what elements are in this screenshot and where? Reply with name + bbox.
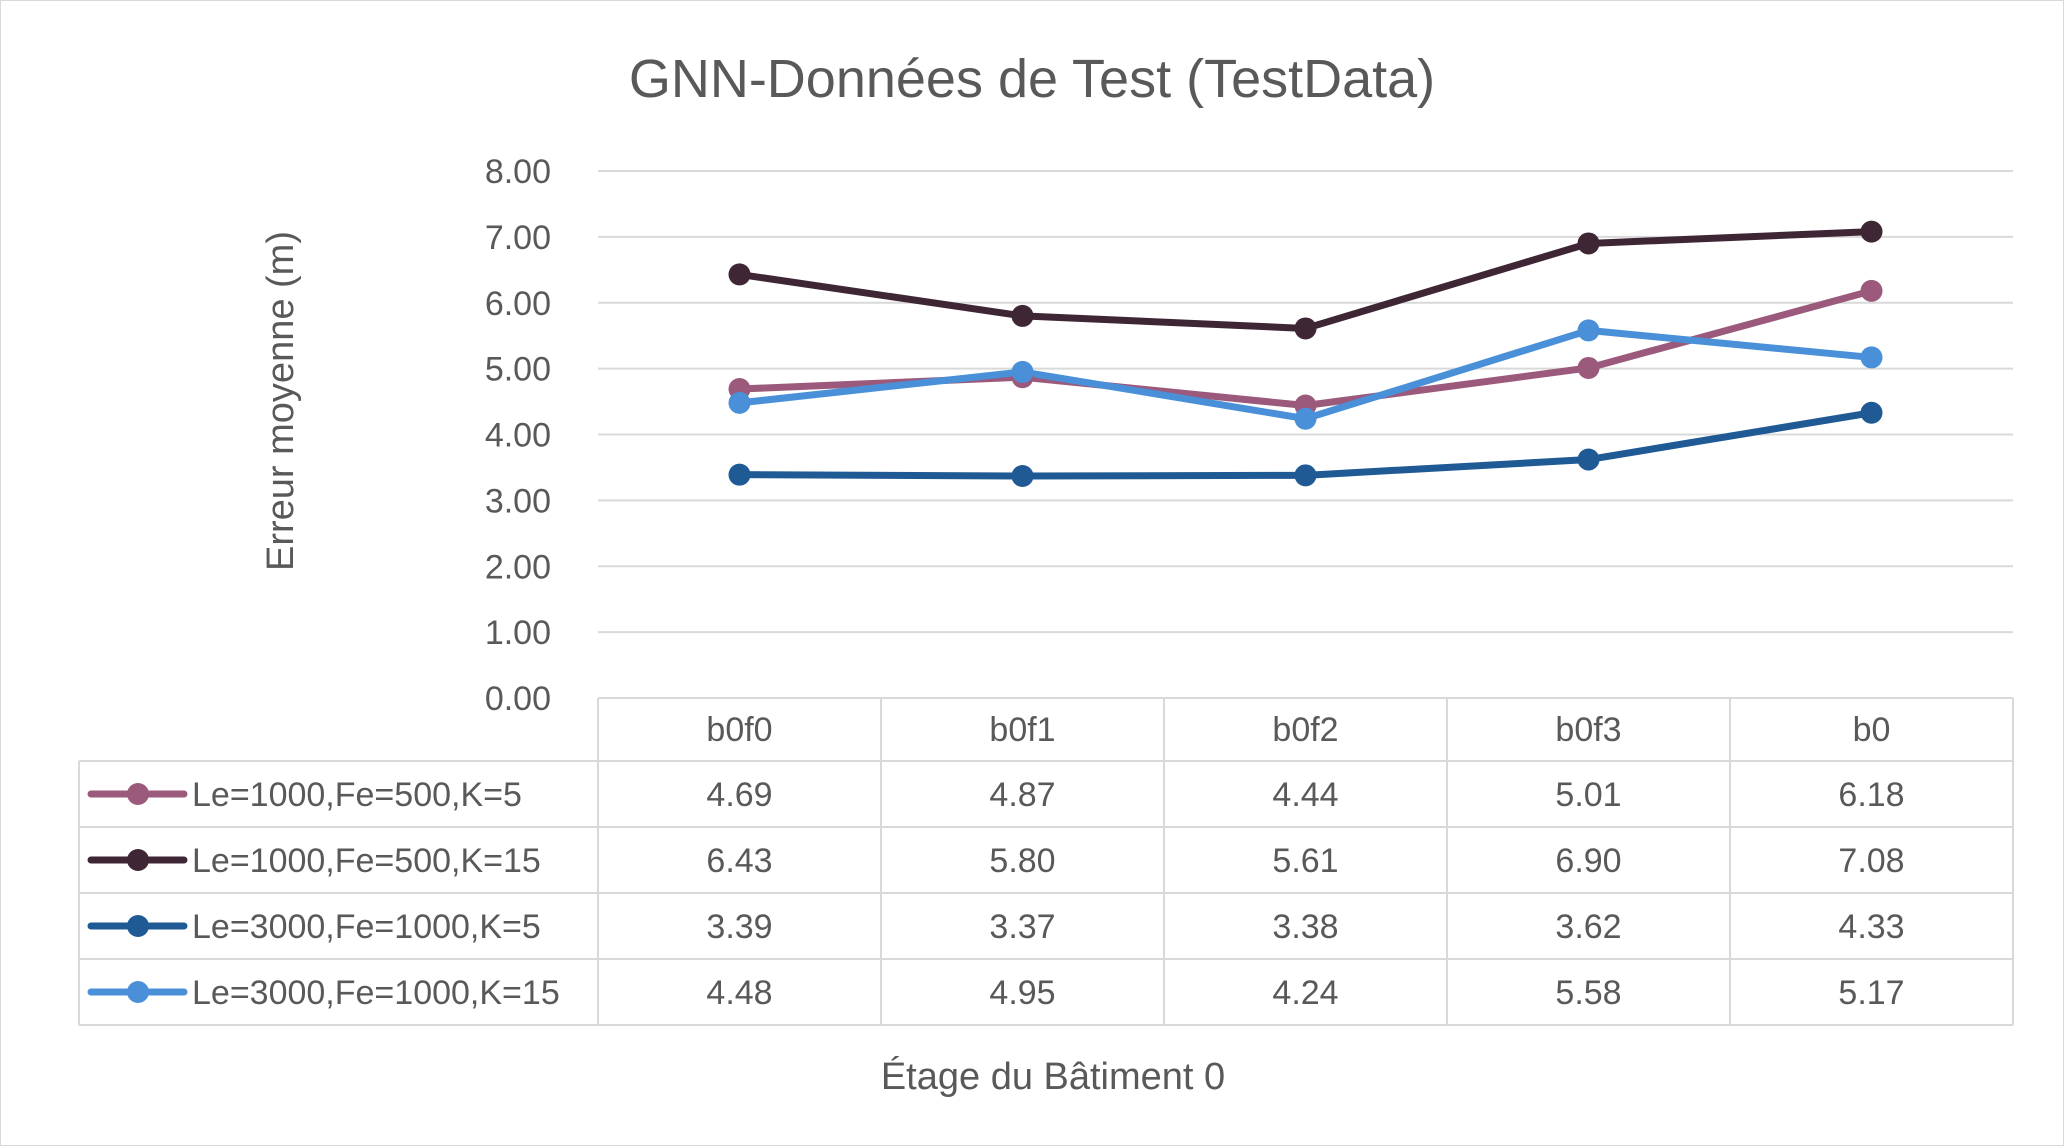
data-table-value: 4.33 <box>1838 908 1904 946</box>
data-table: b0f0 b0f1 b0f2 b0f3 b0 Le=1000,Fe=500,K=5 4.69… <box>78 697 2014 1026</box>
data-table-value: 3.37 <box>989 908 1055 946</box>
legend-label: Le=1000,Fe=500,K=15 <box>192 842 541 880</box>
data-point <box>728 263 751 286</box>
y-tick-label: 1.00 <box>485 614 551 652</box>
x-tick-label: b0f3 <box>1555 711 1621 749</box>
y-tick-label: 0.00 <box>485 680 551 718</box>
data-point <box>1011 465 1034 488</box>
data-table-value: 3.39 <box>706 908 772 946</box>
x-tick-label: b0f0 <box>706 711 772 749</box>
data-point <box>1577 356 1600 379</box>
data-point <box>1577 448 1600 471</box>
data-point <box>1577 319 1600 342</box>
data-table-value: 7.08 <box>1838 842 1904 880</box>
legend-key-marker <box>127 849 149 871</box>
data-table-value: 4.44 <box>1272 776 1338 814</box>
data-point <box>728 391 751 414</box>
y-tick-label: 6.00 <box>485 285 551 323</box>
data-table-value: 5.58 <box>1555 974 1621 1012</box>
chart-title: GNN-Données de Test (TestData) <box>629 49 1435 109</box>
data-table-value: 5.80 <box>989 842 1055 880</box>
data-table-value: 6.18 <box>1838 776 1904 814</box>
legend-label: Le=1000,Fe=500,K=5 <box>192 776 522 814</box>
y-tick-label: 3.00 <box>485 482 551 520</box>
data-table-value: 4.24 <box>1272 974 1338 1012</box>
x-tick-label: b0 <box>1853 711 1891 749</box>
y-tick-label: 4.00 <box>485 417 551 455</box>
data-point <box>1011 360 1034 383</box>
series-line <box>736 287 1875 410</box>
data-point <box>1860 279 1883 302</box>
y-axis-ticks: 0.00 1.00 2.00 3.00 4.00 5.00 6.00 7.00 8.00 <box>485 153 551 718</box>
data-table-value: 5.17 <box>1838 974 1904 1012</box>
data-table-value: 3.62 <box>1555 908 1621 946</box>
data-point <box>1577 232 1600 255</box>
legend-key-marker <box>127 783 149 805</box>
data-point <box>728 463 751 486</box>
x-tick-label: b0f2 <box>1272 711 1338 749</box>
data-point <box>1860 401 1883 424</box>
data-table-value: 5.01 <box>1555 776 1621 814</box>
data-table-value: 4.48 <box>706 974 772 1012</box>
x-tick-label: b0f1 <box>989 711 1055 749</box>
gridlines <box>598 170 2013 699</box>
data-table-value: 4.87 <box>989 776 1055 814</box>
series-line <box>736 228 1875 332</box>
data-point <box>1860 346 1883 369</box>
data-table-value: 6.43 <box>706 842 772 880</box>
y-tick-label: 2.00 <box>485 548 551 586</box>
data-table-value: 6.90 <box>1555 842 1621 880</box>
data-point <box>1011 304 1034 327</box>
legend-label: Le=3000,Fe=1000,K=5 <box>192 908 541 946</box>
data-point <box>1294 464 1317 487</box>
data-point <box>1860 220 1883 243</box>
series-points <box>728 220 1883 488</box>
series-lines <box>736 228 1875 480</box>
data-table-value: 4.69 <box>706 776 772 814</box>
legend-key-marker <box>127 981 149 1003</box>
y-tick-label: 5.00 <box>485 351 551 389</box>
y-tick-label: 7.00 <box>485 219 551 257</box>
data-table-value: 3.38 <box>1272 908 1338 946</box>
x-axis-label: Étage du Bâtiment 0 <box>881 1055 1225 1098</box>
y-tick-label: 8.00 <box>485 153 551 191</box>
data-point <box>1294 407 1317 430</box>
data-table-value: 5.61 <box>1272 842 1338 880</box>
legend-key-marker <box>127 915 149 937</box>
data-table-value: 4.95 <box>989 974 1055 1012</box>
y-axis-label: Erreur moyenne (m) <box>260 231 302 571</box>
data-point <box>1294 317 1317 340</box>
legend-label: Le=3000,Fe=1000,K=15 <box>192 974 560 1012</box>
